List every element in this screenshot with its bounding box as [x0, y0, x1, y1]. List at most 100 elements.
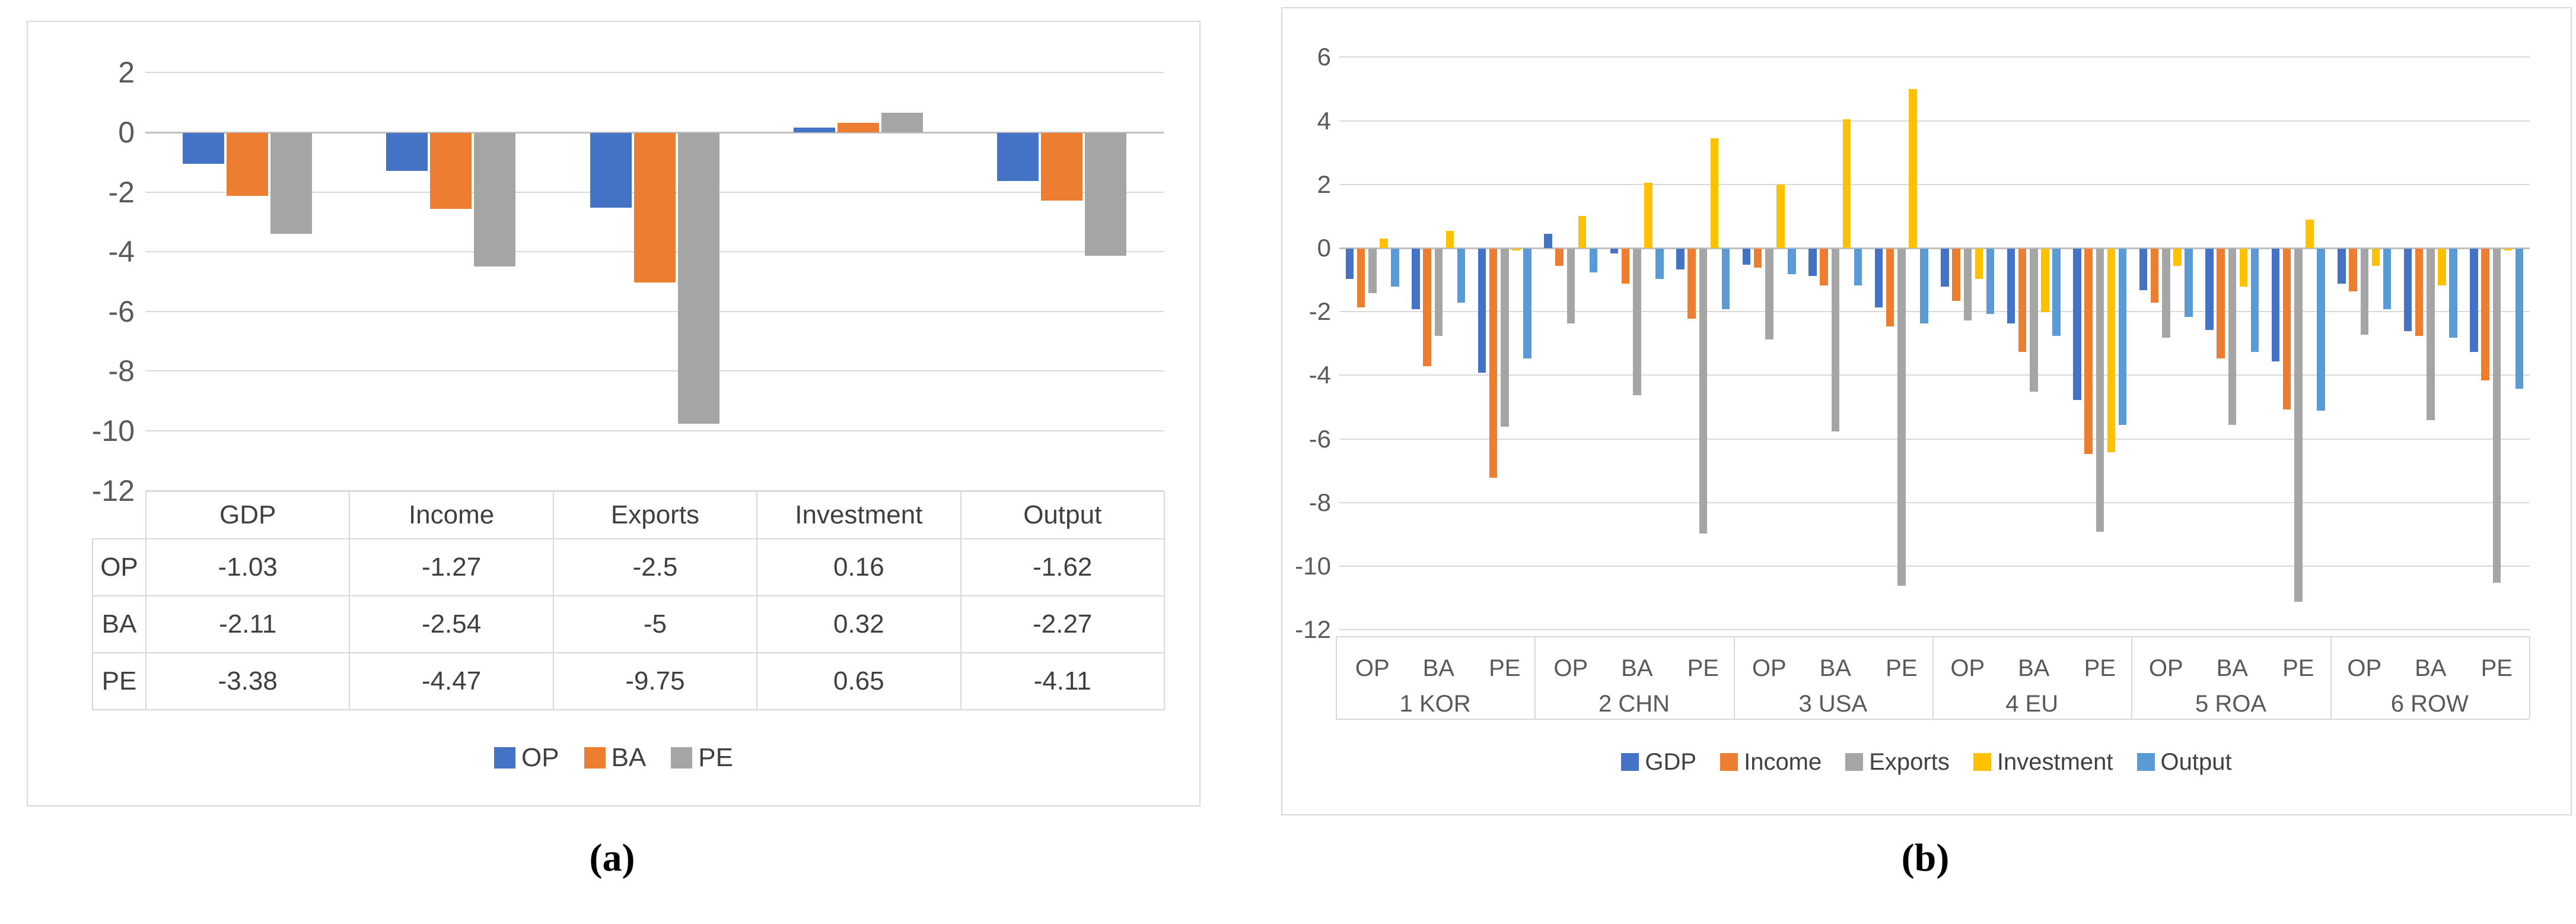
- bar-Investment-3 USA-BA: [1842, 119, 1851, 248]
- case-label-1 KOR-OP: OP: [1355, 655, 1390, 681]
- legend-item: Output: [2136, 749, 2232, 776]
- legend-item: GDP: [1621, 749, 1696, 776]
- bar-Exports-3 USA-BA: [1831, 249, 1839, 432]
- bar-GDP-6 ROW-OP: [2338, 249, 2346, 284]
- bar-GDP-2 CHN-BA: [1610, 249, 1619, 254]
- bar-Output-3 USA-PE: [1920, 249, 1928, 323]
- bar-Investment-1 KOR-BA: [1445, 230, 1454, 248]
- bar-Exports-4 EU-BA: [2030, 249, 2038, 392]
- bar-Investment-2 CHN-PE: [1710, 138, 1719, 248]
- bar-PE-Income: [474, 133, 516, 266]
- legend-b: GDP Income Exports Investment Output: [1282, 745, 2571, 779]
- case-label-5 ROA-OP: OP: [2148, 655, 2183, 681]
- legend-label: Income: [1744, 748, 1822, 775]
- caption-b: (b): [1901, 836, 1950, 879]
- bar-Exports-6 ROW-OP: [2360, 249, 2368, 335]
- bar-Investment-5 ROA-OP: [2173, 249, 2182, 266]
- bar-BA-Investment: [837, 122, 879, 132]
- bar-Investment-2 CHN-OP: [1578, 216, 1587, 248]
- bar-Exports-6 ROW-BA: [2427, 249, 2435, 421]
- bar-Exports-4 EU-OP: [1963, 249, 1972, 320]
- bar-BA-Output: [1041, 133, 1083, 201]
- case-label-5 ROA-BA: BA: [2216, 655, 2248, 681]
- bar-Income-2 CHN-BA: [1621, 249, 1630, 284]
- bar-Output-6 ROW-OP: [2383, 249, 2392, 309]
- gridline: [1339, 311, 2530, 313]
- table-cell: 0.32: [756, 595, 961, 653]
- table-cell: 0.65: [756, 652, 961, 710]
- bar-Output-2 CHN-OP: [1589, 249, 1598, 273]
- bar-BA-GDP: [226, 133, 268, 196]
- legend-swatch-Income: [1720, 753, 1738, 771]
- bar-GDP-3 USA-PE: [1874, 249, 1883, 308]
- y-tick-label: 4: [1317, 106, 1331, 135]
- band-bottom-border: [1336, 719, 2529, 720]
- y-tick-label: -12: [1295, 615, 1331, 644]
- table-cell: -2.54: [349, 595, 554, 653]
- bar-Income-3 USA-PE: [1886, 249, 1894, 327]
- gridline: [1339, 566, 2530, 567]
- table-cell: -2.5: [552, 538, 758, 596]
- y-tick-label: 2: [118, 56, 135, 90]
- legend-label: OP: [521, 743, 559, 772]
- gridline: [1339, 629, 2530, 631]
- legend-item: Exports: [1845, 749, 1950, 776]
- table-cell: -9.75: [552, 652, 758, 710]
- bar-Output-1 KOR-PE: [1523, 249, 1531, 358]
- bar-Income-5 ROA-BA: [2217, 249, 2225, 358]
- legend-label: PE: [698, 743, 733, 772]
- bar-OP-Output: [997, 133, 1039, 182]
- y-tick-label: -8: [1308, 488, 1331, 516]
- region-label-3 USA: 3 USA: [1798, 691, 1868, 717]
- bar-Exports-5 ROA-OP: [2162, 249, 2170, 338]
- bar-GDP-6 ROW-BA: [2403, 249, 2412, 332]
- bar-Investment-5 ROA-PE: [2306, 219, 2314, 248]
- gridline: [145, 370, 1164, 372]
- table-corner-cell: [93, 491, 146, 539]
- table-col-header: Exports: [552, 491, 758, 539]
- bar-GDP-4 EU-PE: [2073, 249, 2081, 400]
- bar-Income-6 ROW-PE: [2481, 249, 2489, 381]
- bar-Output-1 KOR-BA: [1457, 249, 1466, 303]
- bar-Investment-3 USA-OP: [1776, 184, 1785, 248]
- legend-swatch-Exports: [1845, 753, 1864, 771]
- y-tick-label: -4: [108, 235, 135, 269]
- y-tick-label: -2: [1308, 297, 1331, 326]
- bar-GDP-5 ROA-OP: [2139, 249, 2148, 290]
- band-divider: [2131, 636, 2133, 719]
- region-label-2 CHN: 2 CHN: [1598, 691, 1670, 717]
- bar-Investment-4 EU-PE: [2107, 249, 2116, 453]
- legend-label: Exports: [1869, 748, 1950, 775]
- zero-axis-line: [145, 132, 1164, 134]
- bar-Exports-4 EU-PE: [2096, 249, 2104, 532]
- y-tick-label: -8: [108, 354, 135, 388]
- y-tick-label: -4: [1308, 361, 1331, 389]
- bar-Exports-3 USA-OP: [1765, 249, 1773, 339]
- bar-Investment-6 ROW-PE: [2504, 249, 2513, 250]
- plot-area-a: 2 0 -2 -4 -6 -8 -10 -12: [28, 22, 1199, 805]
- bar-GDP-1 KOR-OP: [1345, 249, 1354, 279]
- bar-GDP-6 ROW-PE: [2470, 249, 2478, 353]
- bar-Income-6 ROW-BA: [2415, 249, 2424, 336]
- bar-Investment-3 USA-PE: [1909, 89, 1917, 248]
- case-label-3 USA-BA: BA: [1819, 655, 1851, 681]
- bar-PE-Output: [1085, 133, 1127, 256]
- legend-item: Investment: [1973, 749, 2113, 776]
- legend-label: Investment: [1997, 748, 2113, 775]
- region-label-5 ROA: 5 ROA: [2195, 691, 2267, 717]
- zero-axis-line: [1339, 247, 2530, 249]
- legend-swatch-Investment: [1973, 753, 1991, 771]
- bar-OP-Exports: [590, 133, 632, 208]
- legend-swatch-OP: [494, 747, 515, 769]
- band-divider: [1534, 636, 1536, 719]
- gridline: [145, 490, 1164, 491]
- table-col-header: Income: [349, 491, 554, 539]
- bar-Output-3 USA-BA: [1854, 249, 1862, 285]
- legend-label: BA: [611, 743, 647, 772]
- gridline: [145, 72, 1164, 74]
- bar-Exports-6 ROW-PE: [2492, 249, 2501, 583]
- bar-Exports-1 KOR-OP: [1368, 249, 1377, 294]
- band-divider: [2330, 636, 2332, 719]
- bar-GDP-2 CHN-OP: [1544, 233, 1552, 248]
